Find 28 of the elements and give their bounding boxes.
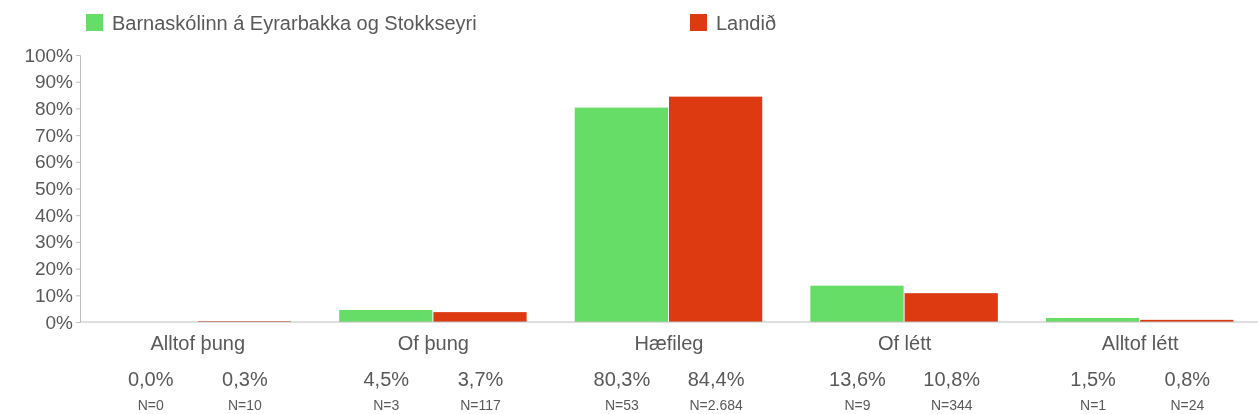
x-tick-label: Alltof þung xyxy=(150,332,246,354)
data-label: 4,5% N=3 xyxy=(363,368,410,413)
legend-label: Landið xyxy=(716,12,777,34)
y-tick-label: 100% xyxy=(24,44,74,66)
data-label: 1,5% N=1 xyxy=(1070,368,1117,413)
data-label: 80,3% N=53 xyxy=(593,368,651,413)
x-tick-label: Alltof létt xyxy=(1101,332,1179,354)
data-label: 84,4% N=2.684 xyxy=(687,368,745,413)
x-tick-label: Of þung xyxy=(397,332,469,354)
legend-label: Barnaskólinn á Eyrarbakka og Stokkseyri xyxy=(112,12,477,34)
y-tick-label: 40% xyxy=(34,204,74,226)
y-tick-label: 10% xyxy=(34,284,74,306)
data-label: 0,0% N=0 xyxy=(127,368,174,413)
data-label: 13,6% N=9 xyxy=(829,368,887,413)
x-tick-label: Hæfileg xyxy=(634,332,704,354)
x-tick-label: Of létt xyxy=(877,332,932,354)
data-label: 0,8% N=24 xyxy=(1164,368,1211,413)
y-tick-label: 80% xyxy=(34,97,74,119)
y-tick-label: 0% xyxy=(45,311,74,333)
data-label: 3,7% N=117 xyxy=(457,368,504,413)
y-tick-label: 30% xyxy=(34,231,74,253)
y-tick-label: 70% xyxy=(34,124,74,146)
y-tick-label: 60% xyxy=(34,151,74,173)
y-tick-label: 50% xyxy=(34,178,74,200)
data-label: 0,3% N=10 xyxy=(222,368,268,413)
data-label: 10,8% N=344 xyxy=(923,368,981,413)
y-tick-label: 90% xyxy=(34,71,74,93)
y-tick-label: 20% xyxy=(34,258,74,280)
